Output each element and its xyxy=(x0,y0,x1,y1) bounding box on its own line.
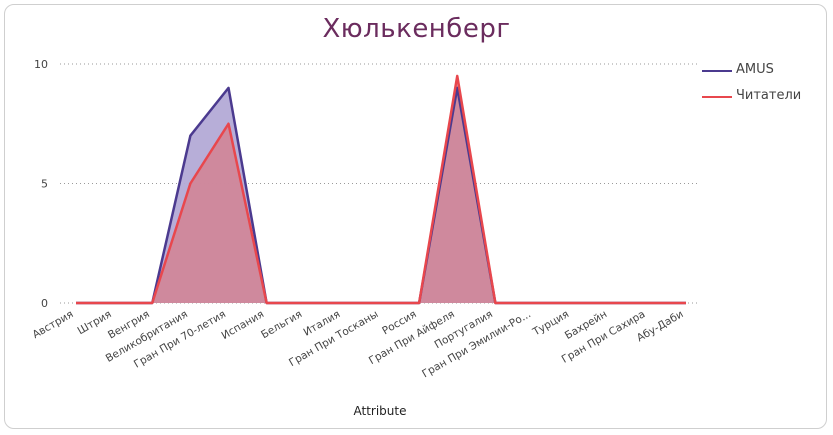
y-tick-label: 5 xyxy=(41,178,48,191)
legend-item-amus[interactable]: AMUS xyxy=(702,60,827,86)
x-axis-title: Attribute xyxy=(353,404,407,418)
legend-label-readers: Читатели xyxy=(736,88,802,103)
area-readers xyxy=(76,75,686,303)
y-tick-label: 10 xyxy=(34,58,48,71)
x-tick-label: Бельгия xyxy=(259,308,304,341)
legend-swatch-readers xyxy=(702,96,732,98)
line-readers xyxy=(76,74,686,305)
x-tick-label: Австрия xyxy=(30,308,75,341)
chart-title: Хюлькенберг xyxy=(322,14,511,44)
legend-swatch-amus xyxy=(702,70,732,72)
chart-card xyxy=(4,4,827,429)
legend: AMUS Читатели xyxy=(702,60,827,112)
y-tick-label: 0 xyxy=(41,297,48,310)
x-tick-label: Испания xyxy=(219,308,266,342)
legend-item-readers[interactable]: Читатели xyxy=(702,86,827,112)
legend-label-amus: AMUS xyxy=(736,62,774,77)
